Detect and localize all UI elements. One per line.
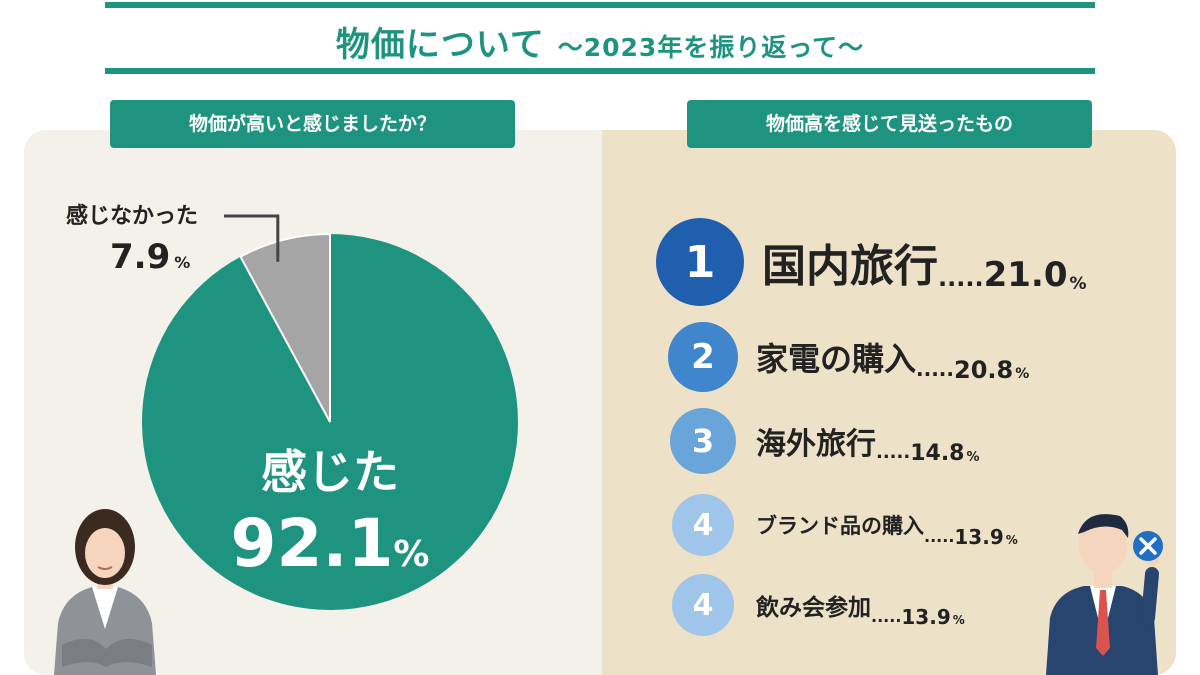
woman-illustration [54,509,156,675]
rank-label: ブランド品の購入 [756,514,924,538]
rank-leader-dots: ..... [938,264,984,292]
rank-badge: 2 [668,322,738,392]
ranking-row: 3 海外旅行..... 14.8% [670,408,980,474]
rank-unit: % [1005,533,1018,547]
pie-label-felt: 感じた [261,445,399,499]
pie-slice-not-felt [239,232,331,423]
rank-leader-dots: ..... [871,607,902,626]
header-rule-bottom [105,68,1095,74]
rank-value: 14.8 [910,441,965,466]
rank-label: 家電の購入 [756,340,917,378]
page-title: 物価について 〜2023年を振り返って〜 [105,18,1095,72]
rank-badge: 4 [672,494,734,556]
rank-badge: 3 [670,408,736,474]
rank-leader-dots: ..... [924,527,955,546]
rank-unit: % [1015,366,1030,382]
rank-label: 海外旅行 [756,427,876,462]
pie-leader-line [224,214,280,262]
ranking-title-label: 物価高を感じて見送ったもの [687,100,1092,148]
ranking-row: 4 飲み会参加..... 13.9% [672,574,965,636]
rank-value: 21.0 [983,255,1068,295]
pie-label-not-felt: 感じなかった [66,203,198,229]
ranking-row: 2 家電の購入..... 20.8% [668,322,1029,392]
rank-unit: % [952,613,965,627]
ranking-row: 1 国内旅行..... 21.0% [656,218,1087,306]
rank-value: 13.9 [954,525,1004,549]
rank-badge: 1 [656,218,744,306]
page-title-sub: 〜2023年を振り返って〜 [557,33,865,62]
pie-question-label: 物価が高いと感じましたか？ [110,100,515,148]
rank-unit: % [1069,274,1087,294]
rank-label: 飲み会参加 [756,595,871,621]
rank-leader-dots: ..... [876,442,911,463]
pie-value-felt: 92.1% [231,505,430,582]
header-rule-top [105,2,1095,8]
rank-unit: % [966,450,980,465]
rank-leader-dots: ..... [916,357,955,381]
pie-value-not-felt: 7.9% [110,237,190,277]
ranking-row: 4 ブランド品の購入..... 13.9% [672,494,1018,556]
man-illustration [1046,514,1163,675]
rank-label: 国内旅行 [762,241,938,292]
rank-value: 20.8 [954,356,1014,384]
page-title-main: 物価について [335,25,545,65]
rank-badge: 4 [672,574,734,636]
rank-value: 13.9 [901,605,951,629]
